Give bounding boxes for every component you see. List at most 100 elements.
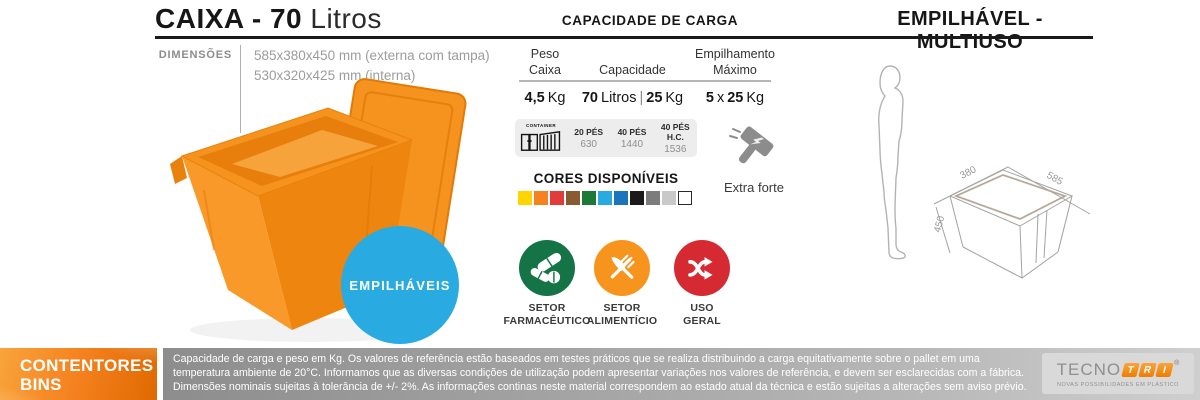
pharma-label-line1: SETOR xyxy=(528,302,566,314)
container-icon-block: CONTAINER xyxy=(515,123,567,153)
capacity-col-empilhamento: Empilhamento Máximo xyxy=(677,47,793,78)
color-swatch xyxy=(646,191,660,205)
pharma-badge-circle xyxy=(519,240,575,296)
color-swatches xyxy=(518,191,692,205)
color-swatch xyxy=(614,191,628,205)
empilhamento-x: x xyxy=(716,90,725,106)
container-20ft-label: 20 PÉS xyxy=(574,126,604,137)
value-capacidade: 70 Litros | 25 Kg xyxy=(570,90,695,106)
tecnotri-logo: TECNO T R I ® NOVAS POSSIBILIDADES EM PL… xyxy=(1042,353,1194,394)
container-40ft-label: 40 PÉS xyxy=(617,126,647,137)
stackable-badge: EMPILHÁVEIS xyxy=(341,226,459,344)
general-badge-label: USO GERAL xyxy=(642,302,762,327)
page-title: CAIXA - 70 Litros xyxy=(155,3,382,35)
container-40ft-hc-value: 1536 xyxy=(664,143,687,155)
food-badge-circle xyxy=(594,240,650,296)
capacidade-kg-unit: Kg xyxy=(665,90,684,106)
logo-tri-r: R xyxy=(1138,362,1157,377)
container-label: CONTAINER xyxy=(525,123,556,128)
dim-585-label: 585 xyxy=(1045,170,1065,188)
capacidade-separator: | xyxy=(639,90,644,106)
empilhamento-count: 5 xyxy=(705,90,714,106)
logo-tecno-text: TECNO xyxy=(1056,359,1122,379)
logo-tagline: NOVAS POSSIBILIDADES EM PLÁSTICO xyxy=(1056,381,1180,388)
colors-heading: CORES DISPONÍVEIS xyxy=(533,171,679,186)
disclaimer-bar: Capacidade de carga e peso em Kg. Os val… xyxy=(163,348,1200,400)
tecnotri-logo-row: TECNO T R I ® xyxy=(1057,360,1180,380)
empilhamento-kg-number: 25 xyxy=(727,90,744,106)
capacidade-litros-number: 70 xyxy=(581,90,598,106)
value-peso-caixa: 4,5 Kg xyxy=(505,90,585,106)
general-badge-circle xyxy=(674,240,730,296)
dim-450-label: 450 xyxy=(932,214,947,233)
dim-380-label: 380 xyxy=(958,164,978,182)
badge-setor-alimenticio: SETOR ALIMENTÍCIO xyxy=(562,240,682,327)
hammer-icon xyxy=(729,126,774,164)
color-swatch xyxy=(518,191,532,205)
stackable-badge-label: EMPILHÁVEIS xyxy=(349,277,451,293)
crossed-arrows-icon xyxy=(688,257,713,280)
disclaimer-text: Capacidade de carga e peso em Kg. Os val… xyxy=(173,353,1027,393)
color-swatch xyxy=(582,191,596,205)
container-col-20ft: 20 PÉS 630 xyxy=(567,127,610,150)
food-label-line2: ALIMENTÍCIO xyxy=(586,314,658,327)
color-swatch xyxy=(662,191,676,205)
color-swatch xyxy=(678,191,692,205)
header-rule xyxy=(155,36,1093,39)
logo-tri-i: I xyxy=(1155,362,1174,377)
dimension-external: 585x380x450 mm (externa com tampa) xyxy=(254,48,490,63)
pharma-label-line2: FARMACÊUTICO xyxy=(503,314,591,327)
capacity-col-peso: Peso Caixa xyxy=(505,47,585,78)
container-icon xyxy=(520,130,561,151)
container-40ft-value: 1440 xyxy=(620,138,644,150)
brand-line2: BINS xyxy=(20,375,62,395)
container-col-40ft: 40 PÉS 1440 xyxy=(610,127,653,150)
color-swatch xyxy=(534,191,548,205)
color-swatch xyxy=(566,191,580,205)
logo-tri-t: T xyxy=(1121,362,1140,377)
peso-number: 4,5 xyxy=(524,90,545,106)
color-swatch xyxy=(550,191,564,205)
col-peso-line1: Peso xyxy=(530,47,560,61)
container-20ft-value: 630 xyxy=(580,138,597,150)
extra-forte-label: Extra forte xyxy=(724,180,784,195)
pharma-badge-label: SETOR FARMACÊUTICO xyxy=(487,302,607,327)
capacidade-litros-unit: Litros xyxy=(601,90,637,106)
general-label-line2: GERAL xyxy=(683,314,721,327)
capacity-col-capacidade: Capacidade xyxy=(599,63,666,77)
registered-mark: ® xyxy=(1174,359,1180,367)
general-label-line1: USO xyxy=(690,302,714,314)
food-label-line1: SETOR xyxy=(603,302,641,314)
cutlery-icon xyxy=(610,254,635,279)
col-empilhamento-line1: Empilhamento xyxy=(695,47,775,61)
badge-setor-farmaceutico: SETOR FARMACÊUTICO xyxy=(487,240,607,327)
table-rule xyxy=(519,80,771,82)
human-figure xyxy=(878,65,906,260)
dimensions-values: 585x380x450 mm (externa com tampa) 530x3… xyxy=(254,46,490,87)
col-peso-line2: Caixa xyxy=(529,62,561,77)
vertical-divider xyxy=(240,45,241,133)
container-capacity-chip: CONTAINER 20 PÉS 630 40 PÉS 1 xyxy=(515,119,697,157)
page-title-bold: CAIXA - 70 xyxy=(155,3,303,34)
capacity-heading: CAPACIDADE DE CARGA xyxy=(561,13,739,28)
color-swatch xyxy=(630,191,644,205)
box-dimension-diagram: 380 585 450 xyxy=(932,164,1091,279)
dimension-internal: 530x320x425 mm (interna) xyxy=(254,68,416,84)
dimensions-label: DIMENSÕES xyxy=(158,49,232,61)
container-col-40ft-hc: 40 PÉS H.C. 1536 xyxy=(654,122,697,155)
food-badge-label: SETOR ALIMENTÍCIO xyxy=(562,302,682,327)
brand-block: CONTENTORES BINS xyxy=(0,348,157,400)
badge-uso-geral: USO GERAL xyxy=(642,240,762,327)
peso-unit: Kg xyxy=(547,90,566,106)
color-swatch xyxy=(598,191,612,205)
brand-text: CONTENTORES BINS xyxy=(0,348,157,394)
page-title-light: Litros xyxy=(310,3,382,34)
capacidade-kg-number: 25 xyxy=(646,90,663,106)
empilhamento-kg-unit: Kg xyxy=(746,90,765,106)
container-40ft-hc-label: 40 PÉS H.C. xyxy=(660,121,690,142)
stackable-multiuse-heading: EMPILHÁVEL - MULTIUSO xyxy=(897,8,1043,53)
col-empilhamento-line2: Máximo xyxy=(713,62,757,77)
pills-icon xyxy=(530,252,562,284)
value-empilhamento: 5 x 25 Kg xyxy=(680,90,790,106)
